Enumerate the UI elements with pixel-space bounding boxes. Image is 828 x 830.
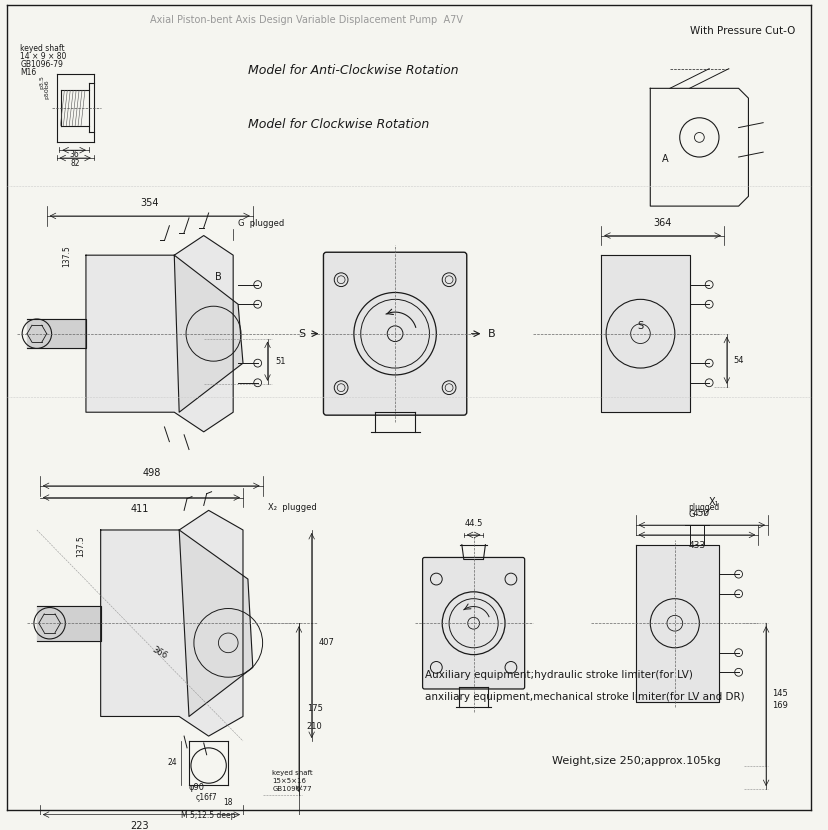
Text: 169: 169 [771,701,787,710]
Text: 450: 450 [692,510,709,518]
Text: p50b6: p50b6 [45,80,50,99]
Text: 411: 411 [131,505,149,515]
Text: 54: 54 [733,356,744,364]
Text: GB1096-79: GB1096-79 [20,60,63,69]
Text: p3.5: p3.5 [40,76,45,90]
Text: ς16f7: ς16f7 [195,793,217,802]
Text: 82: 82 [70,159,79,168]
Text: 210: 210 [306,722,322,730]
Text: Axial Piston-bent Axis Design Variable Displacement Pump  A7V: Axial Piston-bent Axis Design Variable D… [150,15,463,25]
Text: GB1096-77: GB1096-77 [272,786,311,792]
Text: 145: 145 [771,690,787,698]
Text: 36: 36 [70,149,79,159]
Text: A: A [661,154,667,164]
Text: 14 × 9 × 80: 14 × 9 × 80 [20,52,66,61]
Text: keyed shaft: keyed shaft [20,44,65,53]
Text: G  plugged: G plugged [238,219,284,227]
Text: S: S [637,320,643,331]
Text: 137.5: 137.5 [76,535,85,557]
FancyBboxPatch shape [422,558,524,689]
Polygon shape [635,544,718,701]
Polygon shape [27,319,86,349]
Text: Auxiliary equipment;hydraulic stroke limiter(for LV): Auxiliary equipment;hydraulic stroke lim… [424,671,691,681]
Text: X₂  plugged: X₂ plugged [267,503,316,512]
Text: φ90: φ90 [189,783,205,792]
Text: 433: 433 [688,541,705,549]
Text: 18: 18 [224,798,233,807]
Polygon shape [179,530,253,716]
Polygon shape [174,255,243,413]
Text: G: G [687,510,694,520]
Text: M 5;12.5 deep: M 5;12.5 deep [181,811,236,819]
Text: 137.5: 137.5 [62,245,70,267]
Text: 354: 354 [140,198,159,208]
Text: 15×5×16: 15×5×16 [272,779,306,784]
Text: plugged: plugged [688,503,719,512]
Text: Weight,size 250;approx.105kg: Weight,size 250;approx.105kg [551,755,720,765]
Text: 175: 175 [306,704,322,713]
Text: 498: 498 [142,468,161,478]
Text: 51: 51 [275,357,286,366]
Text: S: S [298,329,305,339]
Text: Model for Clockwise Rotation: Model for Clockwise Rotation [248,118,429,130]
Text: keyed shaft: keyed shaft [272,770,313,776]
Text: Model for Anti-Clockwise Rotation: Model for Anti-Clockwise Rotation [248,64,458,76]
Text: 407: 407 [318,638,334,647]
Text: 44.5: 44.5 [464,519,482,528]
Text: 24: 24 [167,758,177,767]
Text: B: B [487,329,494,339]
Text: X₁: X₁ [708,497,719,507]
Polygon shape [36,606,100,641]
Text: M16: M16 [20,67,36,76]
Text: anxiliary equipment,mechanical stroke limiter(for LV and DR): anxiliary equipment,mechanical stroke li… [424,692,744,702]
Text: 223: 223 [131,822,149,830]
Text: 364: 364 [652,217,671,227]
FancyBboxPatch shape [323,252,466,415]
Polygon shape [600,255,689,413]
Text: B: B [214,271,222,281]
Polygon shape [86,236,233,432]
Text: With Pressure Cut-O: With Pressure Cut-O [689,27,794,37]
Text: 366: 366 [150,645,169,661]
Polygon shape [100,510,243,736]
